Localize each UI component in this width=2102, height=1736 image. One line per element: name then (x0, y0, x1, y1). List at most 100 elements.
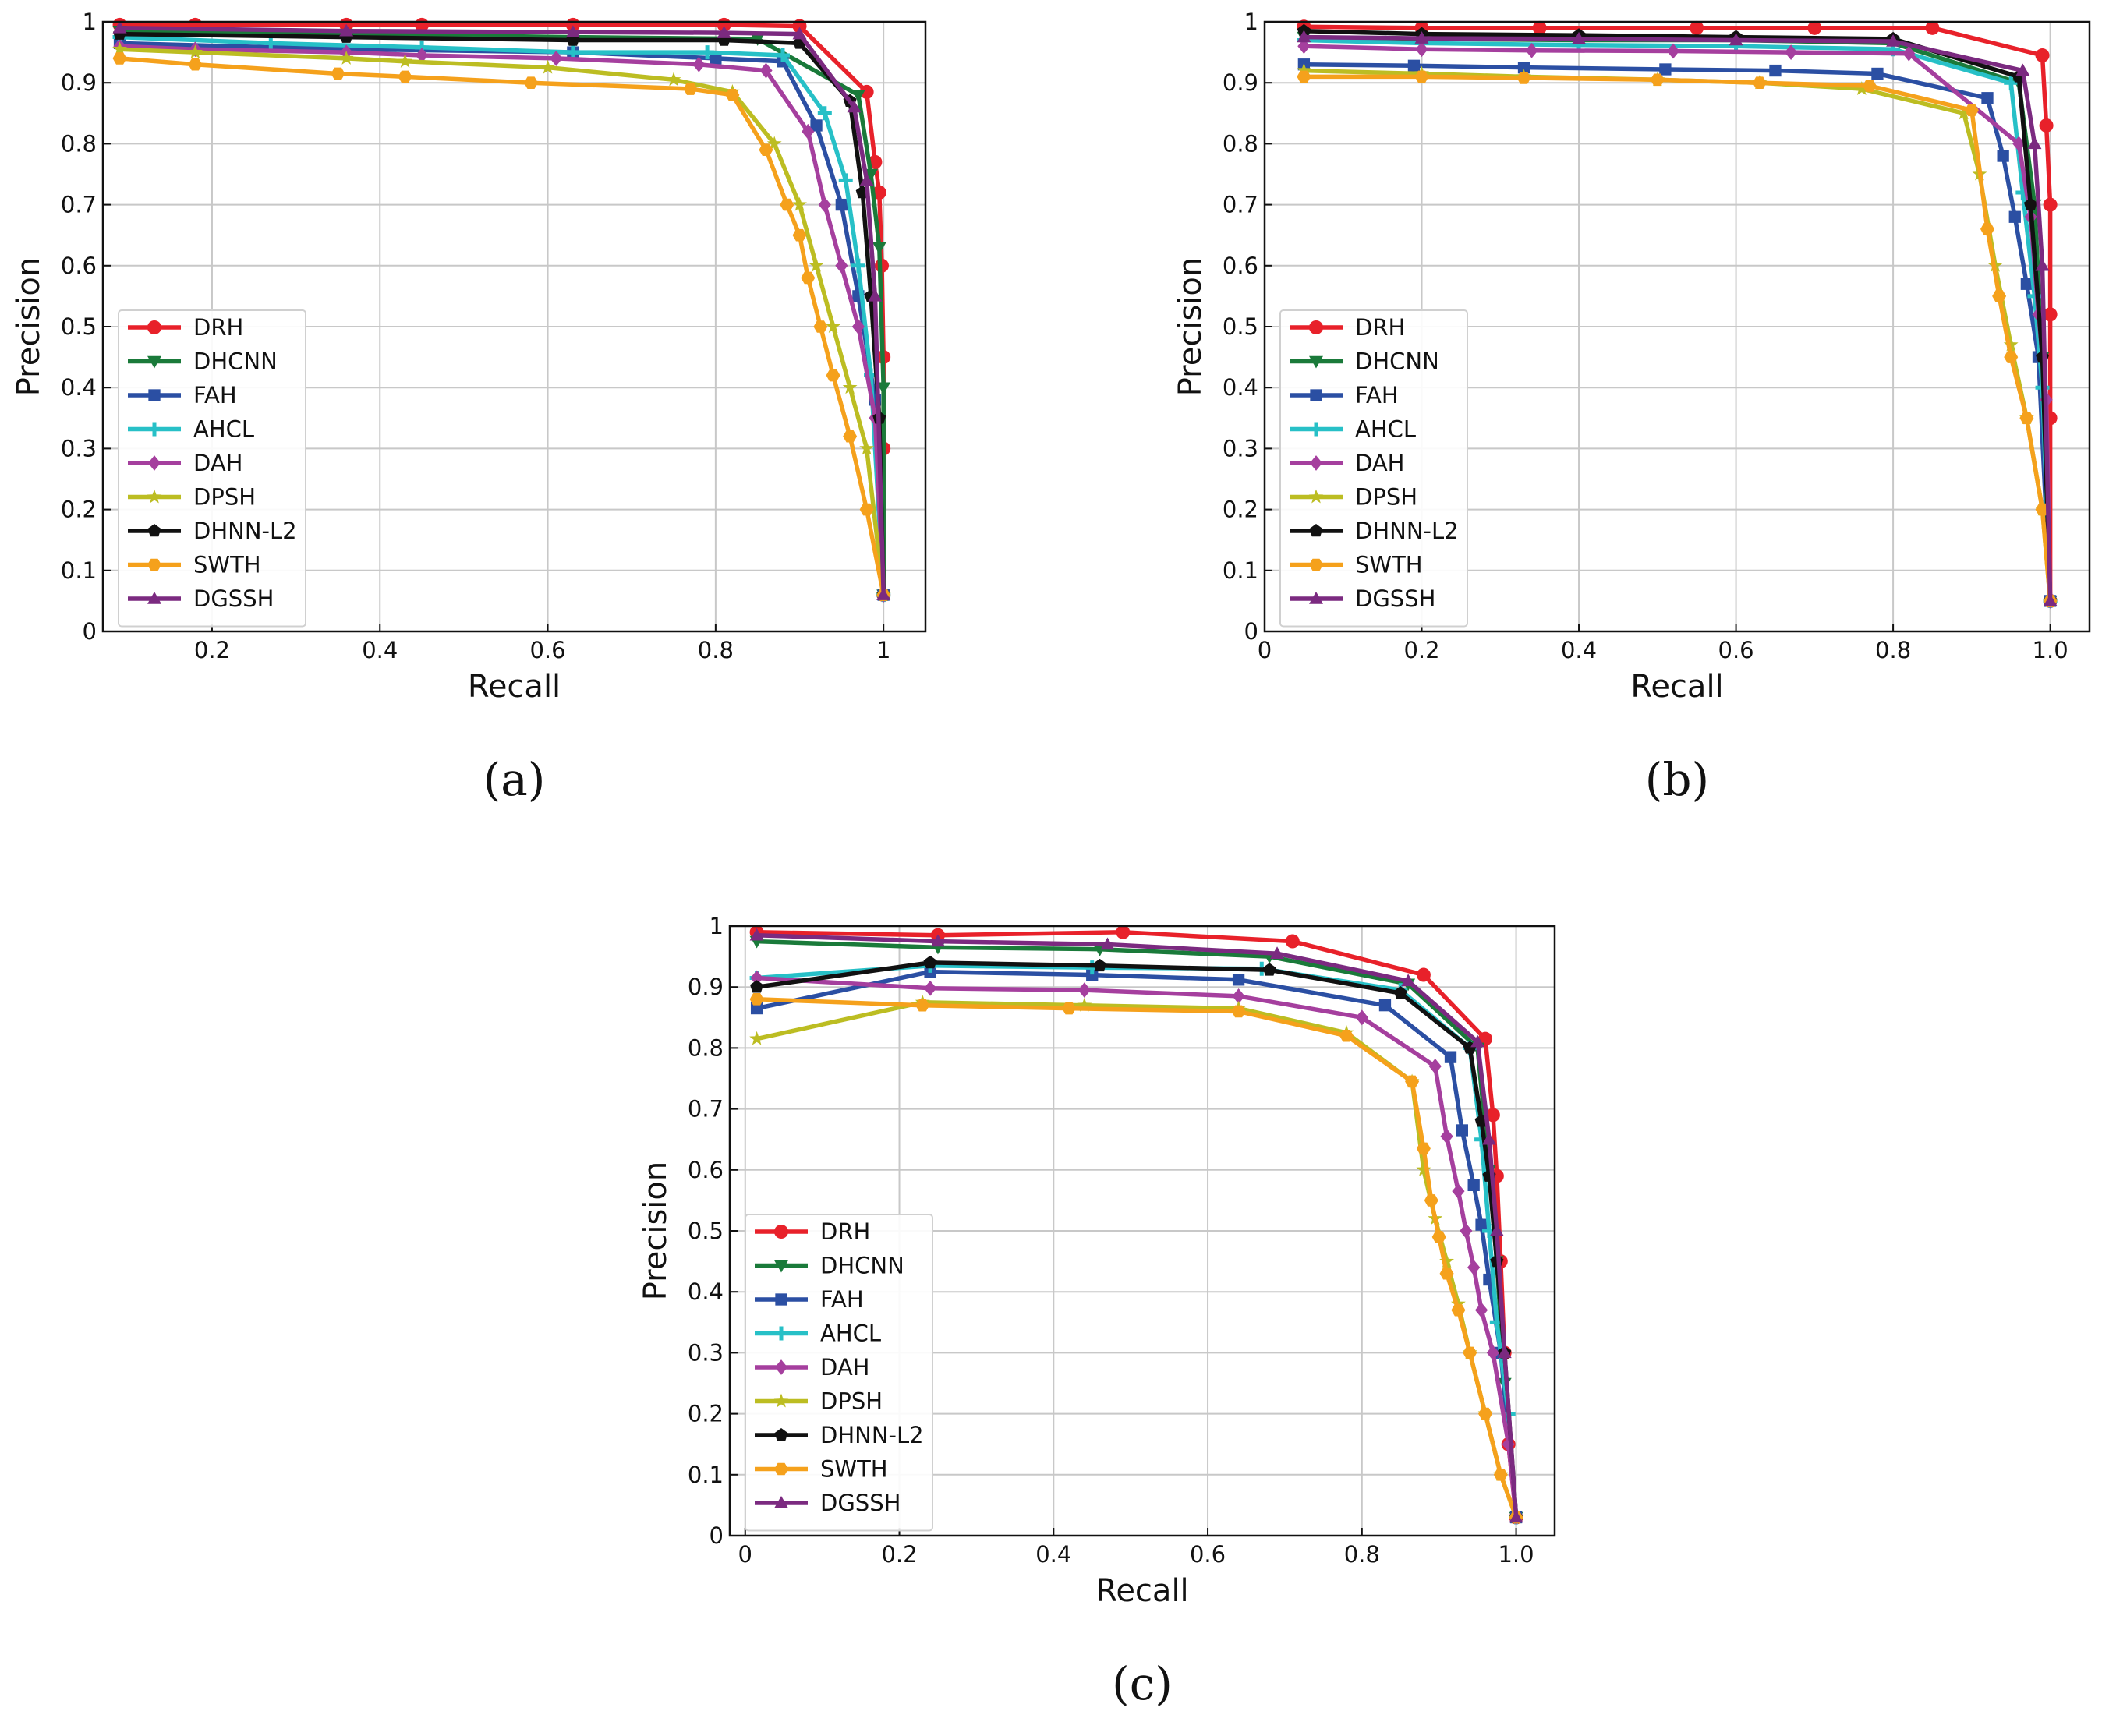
legend-label-ahcl: AHCL (1355, 416, 1416, 443)
data-point-dpsh (826, 319, 840, 334)
legend-label-dgssh: DGSSH (820, 1490, 901, 1516)
y-tick-label: 0.4 (688, 1278, 724, 1305)
y-axis-label: Precision (638, 1161, 674, 1300)
y-tick-label: 0.8 (688, 1034, 724, 1061)
data-point-dpsh (540, 59, 555, 74)
chart-panel-c: 0 0.2 0.4 0.6 0.8 1.0 0 0.1 0.2 0.3 0.4 0.5 0.6 0.7 0.… (624, 896, 1583, 1736)
series-group (749, 925, 1523, 1526)
data-point-dgssh (792, 27, 807, 40)
data-point-fah (1467, 1179, 1480, 1191)
legend: DRH DHCNN FAH AHCL DAH DPSH DHNN-L2 SWTH DGSSH (745, 1214, 933, 1532)
x-tick-label: 0.4 (1035, 1541, 1071, 1568)
y-tick-label: 0.2 (1223, 497, 1258, 523)
legend-marker-dhnn-l2 (147, 524, 161, 537)
data-point-swth (725, 89, 740, 101)
legend-marker-dgssh (1309, 592, 1323, 604)
legend-marker-dah (774, 1359, 788, 1375)
data-point-dah (1232, 988, 1245, 1004)
y-tick-label: 0.6 (1223, 253, 1258, 279)
y-tick-label: 0.9 (688, 974, 724, 1000)
legend-marker-dhnn-l2 (774, 1428, 788, 1441)
data-point-drh (2043, 197, 2058, 212)
y-tick-label: 0.1 (1223, 557, 1258, 584)
data-point-swth (1231, 1005, 1246, 1018)
data-point-dhcnn (876, 382, 891, 395)
data-point-dgssh (1414, 31, 1429, 44)
chart-caption: (c) (1112, 1657, 1173, 1710)
data-point-ahcl (851, 258, 865, 273)
data-point-swth (1062, 1002, 1077, 1015)
data-point-dpsh (766, 136, 782, 150)
data-point-dhnn-l2 (750, 980, 764, 993)
legend-label-fah: FAH (820, 1286, 864, 1313)
legend-label-drh: DRH (1355, 314, 1405, 341)
legend-label-dpsh: DPSH (1355, 484, 1417, 511)
series-line-dah (756, 975, 1519, 1518)
data-point-dpsh (809, 257, 824, 272)
data-point-dah (1666, 43, 1680, 59)
series-line-swth (119, 56, 886, 596)
data-point-dgssh (1886, 34, 1901, 47)
legend-marker-dhcnn (774, 1260, 788, 1273)
x-tick-label: 0.2 (194, 637, 230, 663)
x-tick-label: 0.8 (698, 637, 734, 663)
data-point-swth (1752, 76, 1767, 89)
data-point-swth (1424, 1194, 1438, 1207)
data-point-fah (1456, 1124, 1468, 1137)
y-tick-label: 0.7 (1223, 192, 1258, 218)
data-point-dgssh (2015, 63, 2030, 76)
pr-chart-a: 0.2 0.4 0.6 0.8 1 0 0.1 0.2 0.3 0.4 0.5 0.6 0.7 0.8 0.… (11, 9, 927, 806)
data-point-swth (843, 430, 858, 443)
data-point-dah (1467, 1260, 1481, 1275)
data-point-swth (792, 228, 807, 242)
data-point-dgssh (1470, 1034, 1485, 1048)
legend-label-swth: SWTH (193, 552, 261, 578)
y-tick-label: 1 (83, 9, 97, 35)
y-tick-label: 0.7 (61, 192, 97, 218)
data-point-fah (1444, 1051, 1457, 1063)
x-axis-label: Recall (1630, 669, 1723, 705)
data-point-swth (759, 143, 773, 157)
legend-label-dhnn-l2: DHNN-L2 (820, 1422, 924, 1448)
legend-label-fah: FAH (193, 382, 237, 408)
data-point-dgssh (847, 100, 862, 113)
legend-label-drh: DRH (820, 1218, 870, 1245)
data-point-dah (851, 319, 865, 334)
y-tick-label: 0.6 (688, 1157, 724, 1183)
legend-label-dhnn-l2: DHNN-L2 (193, 518, 297, 544)
y-tick-label: 0.5 (688, 1218, 724, 1244)
legend-box (118, 309, 306, 628)
chart-panel-b: 0 0.2 0.4 0.6 0.8 1.0 0 0.1 0.2 0.3 0.4 0.5 0.6 0.7 0.… (1162, 0, 2102, 842)
data-point-dah (1440, 1128, 1453, 1144)
axis-ticks: 0.2 0.4 0.6 0.8 1 0 0.1 0.2 0.3 0.4 0.5 0.6 0.7 0.8 0.… (61, 9, 891, 663)
x-tick-label: 0.6 (1190, 1541, 1226, 1568)
data-point-dpsh (1416, 1161, 1431, 1176)
data-point-dah (1785, 44, 1798, 60)
series-line-fah (756, 969, 1519, 1518)
legend-marker-dhcnn (147, 355, 161, 369)
x-tick-label: 0.2 (1403, 637, 1439, 663)
data-point-drh (1690, 20, 1704, 35)
legend-label-swth: SWTH (1355, 552, 1423, 578)
pr-chart-c: 0 0.2 0.4 0.6 0.8 1.0 0 0.1 0.2 0.3 0.4 0.5 0.6 0.7 0.… (638, 913, 1556, 1710)
legend-label-dpsh: DPSH (193, 484, 256, 511)
x-tick-label: 0 (738, 1541, 752, 1568)
data-point-dgssh (1729, 33, 1743, 46)
data-point-drh (2035, 48, 2050, 63)
series-line-drh (1304, 24, 2053, 601)
data-point-dpsh (1077, 997, 1092, 1012)
legend-marker-dhcnn (1309, 355, 1323, 369)
data-point-ahcl (2004, 76, 2019, 90)
data-point-swth (1414, 70, 1429, 83)
data-point-swth (1980, 223, 1995, 235)
data-point-dgssh (1497, 1345, 1512, 1359)
pr-chart-b: 0 0.2 0.4 0.6 0.8 1.0 0 0.1 0.2 0.3 0.4 0.5 0.6 0.7 0.… (1173, 9, 2091, 806)
data-point-drh (859, 84, 874, 99)
data-point-drh (2039, 118, 2054, 133)
data-point-fah (1232, 974, 1245, 986)
data-point-ahcl (700, 45, 715, 60)
data-point-drh (1807, 20, 1822, 35)
data-point-fah (1659, 63, 1672, 76)
data-point-dah (1486, 1345, 1499, 1361)
data-point-dpsh (859, 440, 875, 455)
